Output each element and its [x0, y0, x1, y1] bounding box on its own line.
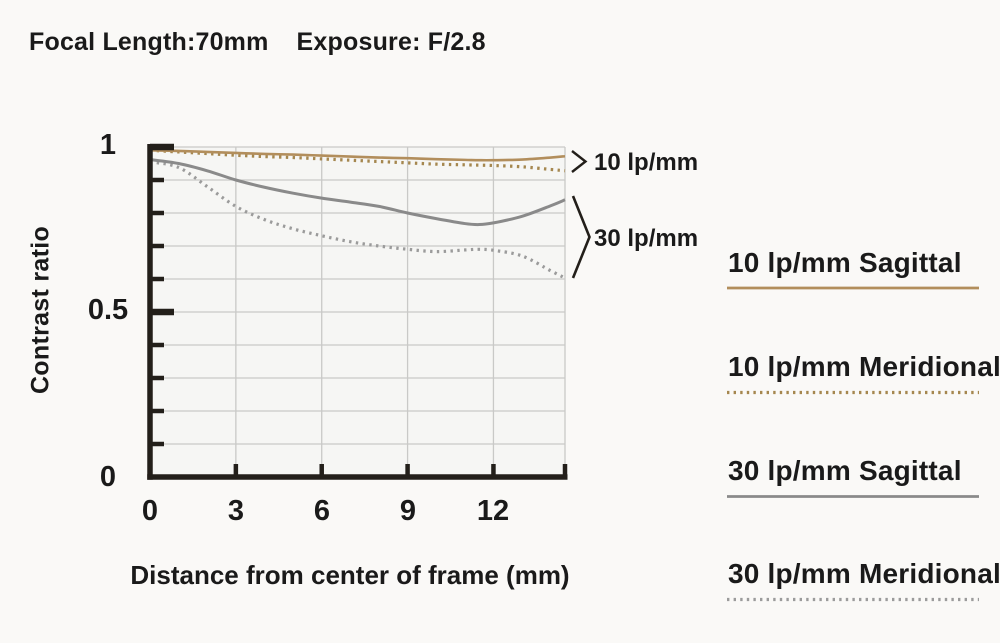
x-axis-title: Distance from center of frame (mm) — [130, 560, 570, 590]
focal-length-label: Focal Length:70mm — [29, 28, 269, 56]
axes — [147, 143, 568, 480]
bracket-30lpmm-icon — [571, 195, 591, 279]
x-tick-label: 6 — [313, 495, 331, 527]
bracket-10lpmm-icon — [571, 150, 588, 173]
annotation-10lpmm-label: 10 lp/mm — [594, 149, 699, 176]
x-tick-label: 9 — [399, 495, 417, 527]
series-10-lp-mm-sagittal — [149, 149, 566, 162]
y-tick-label: 0.5 — [87, 294, 129, 326]
legend-item-30lpmm-meridional: 30 lp/mm Meridional — [728, 558, 1000, 589]
x-tick-label: 12 — [476, 495, 510, 527]
chart-header: Focal Length:70mm Exposure: F/2.8 — [29, 28, 486, 57]
x-tick-label: 0 — [141, 495, 159, 527]
y-tick-label: 0 — [99, 461, 117, 493]
x-tick-label: 3 — [227, 495, 245, 527]
exposure-label: Exposure: F/2.8 — [296, 28, 486, 56]
gridlines — [150, 146, 566, 477]
annotation-30lpmm-label: 30 lp/mm — [594, 225, 699, 252]
y-tick-label: 1 — [99, 129, 117, 161]
legend-item-30lpmm-sagittal: 30 lp/mm Sagittal — [728, 455, 962, 486]
series-30-lp-mm-meridional — [149, 160, 566, 280]
series-30-lp-mm-sagittal — [149, 158, 566, 227]
legend-item-10lpmm-sagittal: 10 lp/mm Sagittal — [728, 247, 962, 278]
legend-item-10lpmm-meridional: 10 lp/mm Meridional — [728, 351, 1000, 382]
